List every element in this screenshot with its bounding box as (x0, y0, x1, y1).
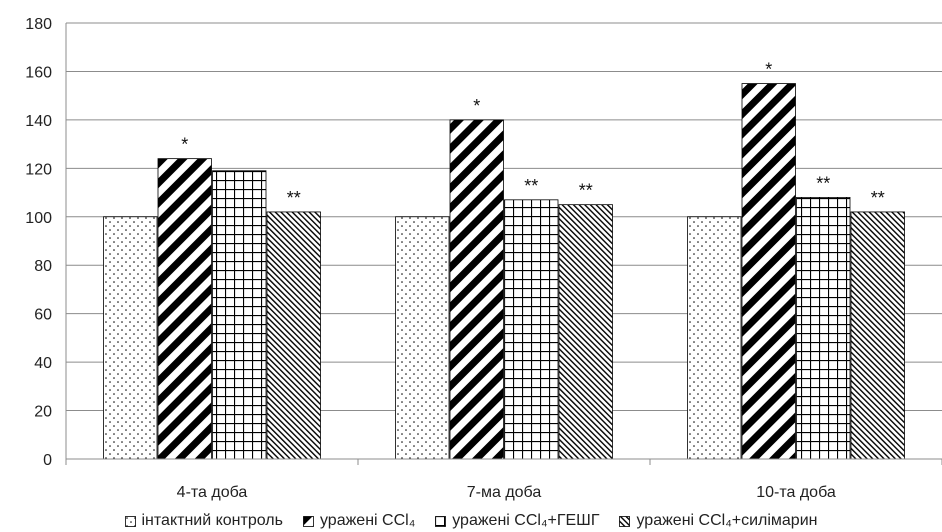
gridlines (66, 22, 942, 412)
y-tick-label: 120 (25, 161, 52, 178)
bar-2-2 (449, 119, 504, 460)
bars (103, 83, 905, 460)
significance-marker: ** (524, 176, 538, 196)
bar-4-2 (558, 204, 613, 460)
y-tick-label: 20 (34, 404, 52, 421)
y-tick-label: 0 (43, 452, 52, 469)
legend-swatch (435, 515, 447, 527)
bar-1-1 (103, 216, 158, 460)
legend-label: уражені CCl₄ (319, 512, 416, 529)
legend-label: інтактний контроль (141, 512, 283, 529)
x-category-label: 7-ма доба (467, 484, 542, 501)
y-tick-label: 40 (34, 355, 52, 372)
legend-swatch (619, 515, 631, 527)
legend-item: уражені CCl₄ (303, 512, 415, 530)
bar-chart: ****** ******* 0204060801001201401601804-… (25, 16, 942, 501)
bar-4-1 (266, 211, 321, 460)
legend-item: інтактний контроль (124, 512, 283, 530)
bar-2-1 (157, 158, 212, 460)
bar-1-3 (687, 216, 742, 460)
bar-1-2 (395, 216, 450, 460)
axes: 0 20 40 60 80 100 120 140 160 180 4-та доба 7-ма до… (25, 16, 942, 501)
x-category-label: 10-та доба (756, 484, 836, 501)
significance-marker: ** (816, 173, 830, 193)
y-tick-label: 140 (25, 113, 52, 130)
bar-3-2 (504, 199, 559, 460)
bar-4-3 (850, 211, 905, 460)
legend: інтактний контроль уражені CCl₄ уражені CC… (0, 510, 942, 532)
data-labels: ****** ******* (181, 60, 885, 208)
legend-item: уражені CCl₄+ГЕШГ (435, 512, 599, 530)
bar-3-1 (212, 170, 267, 460)
legend-swatch (303, 515, 314, 527)
bar-3-3 (796, 196, 851, 460)
y-tick-label: 160 (25, 64, 52, 81)
x-category-label: 4-та доба (177, 484, 248, 501)
significance-marker: ** (871, 188, 885, 208)
legend-item: уражені CCl₄+силімарин (619, 512, 817, 530)
y-tick-label: 80 (34, 258, 52, 275)
y-tick-label: 180 (25, 16, 52, 33)
significance-marker: ** (579, 181, 593, 201)
significance-marker: * (765, 60, 772, 80)
significance-marker: ** (287, 188, 301, 208)
legend-swatch (124, 515, 136, 527)
y-tick-label: 100 (25, 210, 52, 227)
bar-2-3 (741, 83, 796, 460)
significance-marker: * (181, 135, 188, 155)
legend-label: уражені CCl₄+силімарин (636, 512, 818, 529)
significance-marker: * (473, 96, 480, 116)
legend-label: уражені CCl₄+ГЕШГ (452, 512, 600, 529)
y-tick-label: 60 (34, 307, 52, 324)
